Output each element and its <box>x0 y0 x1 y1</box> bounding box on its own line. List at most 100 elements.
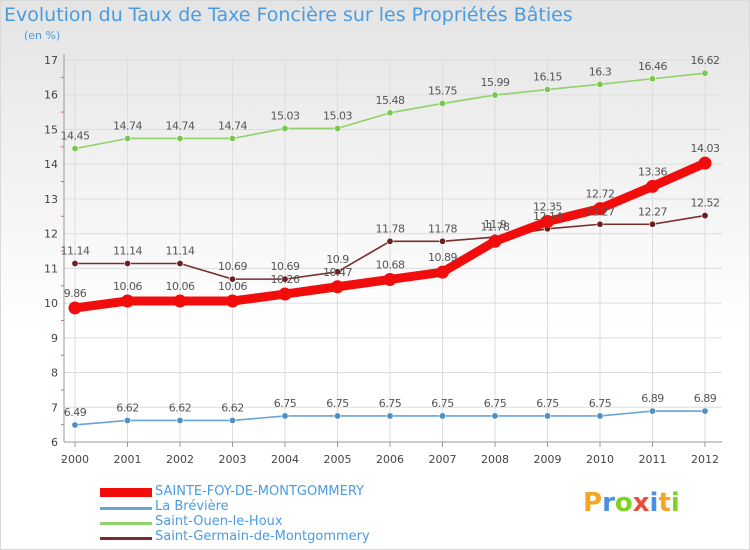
legend-swatch <box>100 522 152 525</box>
chart-title: Evolution du Taux de Taxe Foncière sur l… <box>4 4 573 26</box>
data-point <box>278 287 292 301</box>
y-tick-label: 15 <box>44 123 58 136</box>
x-tick-label: 2005 <box>324 453 352 466</box>
x-tick-label: 2009 <box>534 453 562 466</box>
data-point <box>648 75 656 83</box>
data-point <box>124 134 132 142</box>
data-label: 9.86 <box>64 287 87 300</box>
data-label: 15.03 <box>271 109 300 122</box>
data-point <box>71 421 79 429</box>
data-label: 6.62 <box>116 401 139 414</box>
data-point <box>281 275 289 283</box>
data-point <box>71 260 79 268</box>
data-label: 6.89 <box>694 392 717 405</box>
x-tick-label: 2003 <box>219 453 247 466</box>
data-point <box>596 220 604 228</box>
data-point <box>176 416 184 424</box>
data-label: 10.06 <box>113 280 142 293</box>
y-tick-label: 11 <box>44 262 58 275</box>
data-point <box>438 412 446 420</box>
data-label: 15.48 <box>376 94 405 107</box>
y-tick-label: 16 <box>44 89 58 102</box>
x-tick-label: 2010 <box>586 453 614 466</box>
data-point <box>71 145 79 153</box>
data-point <box>701 212 709 220</box>
data-point <box>386 237 394 245</box>
data-point <box>173 294 187 308</box>
data-label: 6.89 <box>641 392 664 405</box>
y-tick-label: 7 <box>51 401 58 414</box>
data-label: 10.69 <box>218 260 247 273</box>
data-label: 6.62 <box>169 401 192 414</box>
legend-label: La Brévière <box>155 499 229 514</box>
series-la-br-vi-re <box>71 407 709 429</box>
legend-item: SAINTE-FOY-DE-MONTGOMMERY <box>100 484 500 500</box>
data-label: 10.9 <box>326 253 349 266</box>
legend-label: SAINTE-FOY-DE-MONTGOMMERY <box>155 484 365 499</box>
y-tick-label: 13 <box>44 193 58 206</box>
data-point <box>281 412 289 420</box>
x-tick-label: 2007 <box>429 453 457 466</box>
y-tick-label: 14 <box>44 158 58 171</box>
proxiti-logo: Proxiti <box>583 488 680 518</box>
data-point <box>333 268 341 276</box>
data-label: 6.75 <box>536 397 559 410</box>
data-point <box>543 412 551 420</box>
legend-swatch <box>100 507 152 510</box>
data-label: 14.45 <box>61 130 90 143</box>
data-point <box>491 91 499 99</box>
data-point <box>488 234 502 248</box>
legend-item: La Brévière <box>100 499 500 515</box>
data-label: 6.75 <box>431 397 454 410</box>
series-layer <box>68 69 712 429</box>
logo-letter: i <box>649 488 659 518</box>
data-label: 14.74 <box>218 119 247 132</box>
data-label: 10.06 <box>218 280 247 293</box>
x-tick-label: 2001 <box>114 453 142 466</box>
data-label: 10.26 <box>271 273 300 286</box>
data-label: 16.62 <box>691 54 720 67</box>
data-label: 11.14 <box>113 245 142 258</box>
x-tick-label: 2002 <box>166 453 194 466</box>
data-label: 11.14 <box>61 245 90 258</box>
series-saint-ouen-le-houx <box>71 69 709 153</box>
y-tick-label: 12 <box>44 228 58 241</box>
data-label: 10.06 <box>166 280 195 293</box>
x-tick-label: 2000 <box>61 453 89 466</box>
data-label: 15.75 <box>428 84 457 97</box>
data-point <box>124 260 132 268</box>
series-sainte-foy-de-montgommery <box>68 156 712 315</box>
data-label: 10.89 <box>428 251 457 264</box>
data-label: 12.14 <box>533 210 562 223</box>
data-point <box>229 134 237 142</box>
legend-label: Saint-Germain-de-Montgommery <box>155 529 370 544</box>
data-point <box>438 99 446 107</box>
data-point <box>698 156 712 170</box>
x-tick-label: 2008 <box>481 453 509 466</box>
data-point <box>68 301 82 315</box>
data-point <box>436 265 449 279</box>
data-point <box>438 237 446 245</box>
data-label-layer: 14.45 14.74 14.74 14.74 15.03 15.03 15.48 15.75… <box>61 54 721 419</box>
y-tick-label: 8 <box>51 367 58 380</box>
legend-swatch <box>100 537 152 540</box>
data-label: 6.75 <box>484 397 507 410</box>
data-point <box>386 412 394 420</box>
y-tick-label: 10 <box>44 297 58 310</box>
data-point <box>333 124 341 132</box>
data-label: 11.78 <box>481 220 510 233</box>
data-label: 6.49 <box>64 406 87 419</box>
axis-layer: 6 7 8 9 10 11 12 13 14 15 16 17 2000 2001 2002 2003 2004… <box>44 54 722 466</box>
data-label: 6.75 <box>326 397 349 410</box>
legend-swatch <box>100 488 152 497</box>
data-point <box>596 80 604 88</box>
legend-item: Saint-Ouen-le-Houx <box>100 514 500 530</box>
data-point <box>331 280 344 294</box>
data-point <box>176 134 184 142</box>
data-label: 11.78 <box>428 222 457 235</box>
data-point <box>701 407 709 415</box>
logo-letter: P <box>583 488 603 518</box>
data-label: 14.03 <box>691 142 720 155</box>
data-label: 11.14 <box>166 245 195 258</box>
